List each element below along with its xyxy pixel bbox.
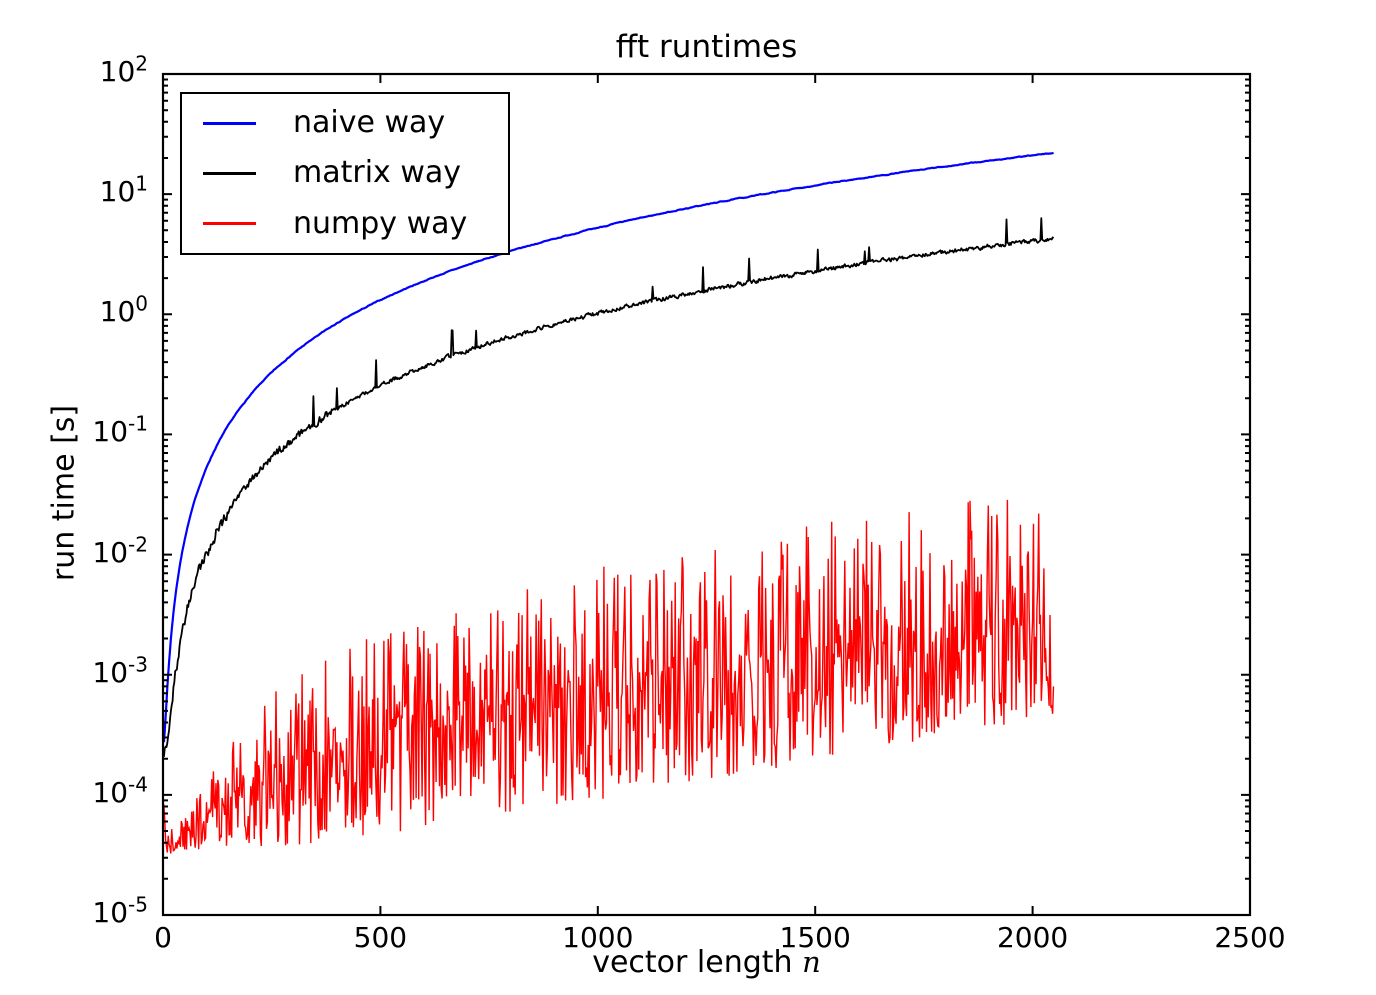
legend-item-naive-way: naive way xyxy=(182,108,508,138)
legend: naive way matrix way numpy way xyxy=(180,92,510,255)
x-tick-label-1500: 1500 xyxy=(779,921,851,954)
y-tick-label-1e2: 102 xyxy=(0,54,148,88)
x-tick-label-2500: 2500 xyxy=(1214,921,1286,954)
y-tick-exponent: -3 xyxy=(128,652,148,677)
y-tick-label-1e-5: 10-5 xyxy=(0,895,148,929)
y-tick-exponent: 2 xyxy=(135,51,148,76)
legend-line-matrix-way xyxy=(203,171,256,175)
y-tick-base: 10 xyxy=(92,775,129,809)
y-tick-exponent: -5 xyxy=(128,892,148,917)
y-tick-base: 10 xyxy=(92,896,129,929)
y-tick-exponent: -2 xyxy=(128,532,148,557)
y-tick-label-1e-3: 10-3 xyxy=(0,654,148,689)
x-axis-label-var: n xyxy=(802,945,821,979)
naive-way-line xyxy=(162,151,1054,743)
numpy-way-line xyxy=(163,499,1055,854)
legend-line-naive-way xyxy=(203,121,256,125)
legend-label-naive-way: naive way xyxy=(293,105,446,141)
y-tick-base: 10 xyxy=(99,295,136,329)
y-tick-label-1e-4: 10-4 xyxy=(0,775,148,809)
x-tick-label-1000: 1000 xyxy=(562,921,634,954)
matrix-way-line xyxy=(163,217,1055,757)
y-tick-label-1e0: 100 xyxy=(0,294,148,329)
x-axis-label-text: vector length xyxy=(592,945,803,980)
y-tick-exponent: -4 xyxy=(128,772,148,797)
legend-line-numpy-way xyxy=(203,222,256,226)
y-tick-base: 10 xyxy=(92,535,129,569)
y-tick-base: 10 xyxy=(99,55,136,88)
x-axis-label: vector length n xyxy=(163,946,1250,979)
x-tick-label-500: 500 xyxy=(353,921,408,954)
y-tick-label-1e-2: 10-2 xyxy=(0,534,148,569)
y-tick-exponent: 1 xyxy=(135,171,148,196)
y-tick-base: 10 xyxy=(99,175,136,209)
legend-label-matrix-way: matrix way xyxy=(293,155,462,191)
y-tick-exponent: -1 xyxy=(128,412,148,437)
y-tick-exponent: 0 xyxy=(135,291,148,316)
y-tick-base: 10 xyxy=(92,415,129,449)
y-tick-label-1e1: 101 xyxy=(0,174,148,209)
legend-item-matrix-way: matrix way xyxy=(182,158,508,188)
x-tick-label-2000: 2000 xyxy=(996,921,1069,954)
y-tick-label-1e-1: 10-1 xyxy=(0,414,148,449)
x-tick-label-0: 0 xyxy=(154,921,172,954)
chart-title: fft runtimes xyxy=(615,29,798,65)
legend-label-numpy-way: numpy way xyxy=(293,205,468,241)
plot-border xyxy=(161,72,1252,917)
legend-item-numpy-way: numpy way xyxy=(182,205,508,241)
y-tick-base: 10 xyxy=(92,655,129,689)
